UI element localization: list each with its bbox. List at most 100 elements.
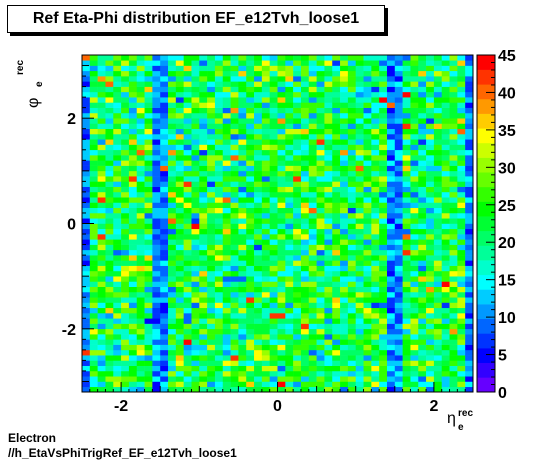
heatmap-cell [379, 218, 388, 224]
heatmap-cell [128, 97, 138, 103]
heatmap-cell [449, 307, 458, 314]
heatmap-cell [379, 307, 388, 314]
heatmap-cell [246, 133, 255, 140]
heatmap-cell [254, 128, 263, 135]
heatmap-cell [426, 81, 435, 87]
heatmap-cell [121, 344, 130, 351]
heatmap-cell [89, 160, 98, 166]
heatmap-cell [261, 234, 270, 240]
heatmap-cell [308, 365, 317, 372]
heatmap-cell [300, 234, 310, 240]
heatmap-cell [254, 297, 263, 303]
heatmap-cell [449, 76, 458, 82]
heatmap-cell [261, 365, 270, 372]
heatmap-cell [191, 149, 200, 156]
heatmap-cell [105, 149, 114, 156]
heatmap-cell [144, 276, 153, 282]
heatmap-cell [144, 297, 153, 303]
heatmap-cell [410, 260, 419, 266]
heatmap-cell [207, 376, 216, 382]
heatmap-cell [277, 65, 286, 72]
heatmap-cell [433, 370, 443, 377]
heatmap-cell [402, 313, 411, 319]
heatmap-cell [160, 102, 169, 108]
heatmap-cell [222, 197, 231, 203]
heatmap-cell [183, 265, 192, 272]
heatmap-cell [183, 202, 192, 209]
heatmap-cell [191, 97, 200, 103]
heatmap-cell [293, 218, 302, 224]
heatmap-cell [371, 197, 380, 203]
heatmap-cell [465, 60, 474, 66]
heatmap-cell [183, 255, 192, 261]
heatmap-cell [199, 181, 208, 187]
heatmap-cell [332, 339, 341, 345]
heatmap-cell [269, 170, 278, 177]
heatmap-cell [465, 107, 474, 114]
heatmap-cell [340, 155, 349, 161]
heatmap-cell [433, 144, 443, 151]
heatmap-cell [410, 144, 419, 151]
heatmap-cell [394, 349, 403, 356]
heatmap-cell [214, 65, 224, 72]
heatmap-cell [316, 207, 325, 214]
heatmap-cell [379, 191, 388, 198]
heatmap-cell [191, 276, 200, 282]
heatmap-cell [82, 165, 91, 172]
heatmap-cell [386, 118, 396, 124]
heatmap-cell [254, 223, 263, 230]
heatmap-cell [97, 381, 106, 388]
heatmap-cell [144, 160, 153, 166]
heatmap-cell [105, 376, 114, 382]
heatmap-cell [324, 286, 333, 293]
heatmap-cell [449, 165, 458, 172]
heatmap-cell [285, 365, 294, 372]
heatmap-cell [261, 81, 270, 87]
heatmap-cell [183, 176, 192, 182]
heatmap-cell [261, 291, 270, 298]
heatmap-cell [332, 260, 341, 266]
heatmap-cell [89, 344, 98, 351]
heatmap-cell [261, 112, 270, 119]
heatmap-cell [340, 202, 349, 209]
heatmap-cell [300, 344, 310, 351]
heatmap-cell [402, 191, 411, 198]
heatmap-cell [402, 234, 411, 240]
heatmap-cell [324, 307, 333, 314]
heatmap-cell [386, 386, 396, 393]
heatmap-cell [418, 86, 427, 93]
heatmap-cell [144, 265, 153, 272]
heatmap-cell [324, 123, 333, 130]
heatmap-cell [105, 313, 114, 319]
heatmap-cell [418, 360, 427, 366]
heatmap-cell [418, 202, 427, 209]
heatmap-cell [285, 191, 294, 198]
heatmap-cell [136, 207, 145, 214]
heatmap-cell [293, 339, 302, 345]
heatmap-cell [222, 381, 231, 388]
heatmap-cell [254, 386, 263, 393]
heatmap-cell [136, 265, 145, 272]
heatmap-cell [230, 55, 239, 61]
heatmap-cell [379, 97, 388, 103]
heatmap-cell [363, 265, 372, 272]
heatmap-cell [89, 386, 98, 393]
heatmap-cell [277, 149, 286, 156]
heatmap-cell [254, 376, 263, 382]
heatmap-cell [285, 65, 294, 72]
heatmap-cell [277, 176, 286, 182]
heatmap-cell [121, 355, 130, 361]
heatmap-cell [277, 102, 286, 108]
heatmap-cell [433, 355, 443, 361]
heatmap-cell [324, 118, 333, 124]
heatmap-cell [261, 302, 270, 309]
heatmap-cell [379, 234, 388, 240]
heatmap-cell [168, 249, 177, 256]
heatmap-cell [97, 202, 106, 209]
heatmap-cell [316, 360, 325, 366]
heatmap-cell [168, 376, 177, 382]
heatmap-cell [97, 344, 106, 351]
heatmap-cell [97, 155, 106, 161]
heatmap-cell [207, 360, 216, 366]
heatmap-cell [191, 328, 200, 335]
